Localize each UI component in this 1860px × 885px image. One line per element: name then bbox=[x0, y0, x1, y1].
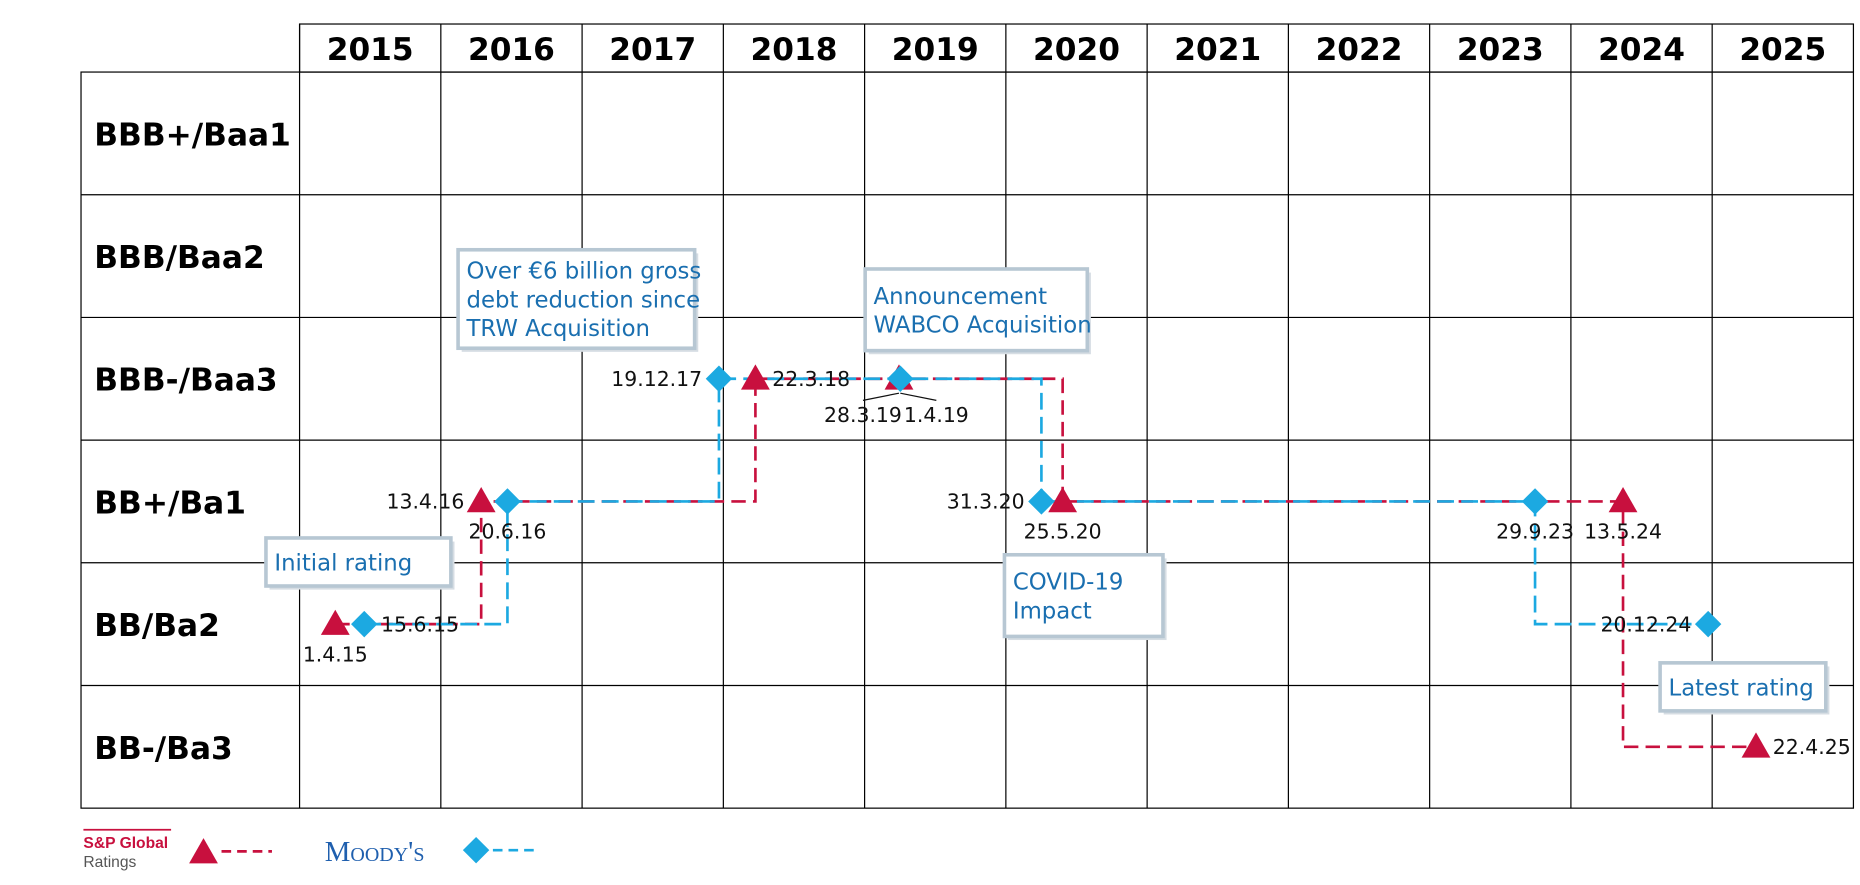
callout-text: WABCO Acquisition bbox=[874, 313, 1092, 339]
diamond-marker bbox=[1521, 488, 1549, 515]
year-label: 2022 bbox=[1316, 32, 1403, 68]
legend-marker bbox=[189, 838, 218, 864]
legend-subname: Ratings bbox=[83, 854, 136, 871]
callout-text: Initial rating bbox=[274, 550, 412, 576]
legend-marker bbox=[462, 836, 490, 864]
callout-box bbox=[456, 247, 697, 351]
date-label: 13.4.16 bbox=[386, 490, 464, 514]
date-label: 31.3.20 bbox=[947, 490, 1025, 514]
date-label: 19.12.17 bbox=[611, 367, 702, 391]
date-label: 15.6.15 bbox=[381, 612, 459, 636]
diamond-marker bbox=[351, 610, 378, 638]
date-label: 1.4.19 bbox=[904, 403, 969, 427]
date-label: 28.3.19 bbox=[824, 403, 902, 427]
year-label: 2017 bbox=[609, 32, 696, 68]
year-label: 2020 bbox=[1033, 32, 1120, 68]
triangle-marker bbox=[1608, 487, 1638, 513]
callout-text: Latest rating bbox=[1669, 675, 1814, 701]
year-label: 2025 bbox=[1739, 32, 1826, 68]
callout-box bbox=[264, 536, 453, 588]
rating-label: BBB/Baa2 bbox=[94, 240, 264, 276]
year-label: 2023 bbox=[1457, 32, 1544, 68]
date-label: 22.4.25 bbox=[1773, 735, 1851, 759]
leader-line bbox=[900, 392, 937, 401]
triangle-marker bbox=[320, 609, 350, 635]
callout-text: debt reduction since bbox=[466, 287, 700, 313]
legend-name: S&P Global bbox=[83, 835, 168, 852]
callout-box bbox=[1002, 552, 1165, 639]
rating-label: BB-/Ba3 bbox=[94, 731, 233, 767]
callout-box bbox=[1658, 661, 1828, 713]
leader-line bbox=[862, 392, 900, 401]
callout-text: Announcement bbox=[874, 284, 1048, 310]
date-label: 20.12.24 bbox=[1600, 612, 1691, 636]
callout-text: Over €6 billion gross bbox=[466, 259, 701, 285]
date-label: 20.6.16 bbox=[468, 520, 546, 544]
triangle-marker bbox=[1048, 487, 1078, 513]
rating-label: BBB+/Baa1 bbox=[94, 117, 291, 153]
date-label: 13.5.24 bbox=[1584, 520, 1662, 544]
triangle-marker bbox=[1741, 732, 1771, 758]
date-label: 25.5.20 bbox=[1024, 520, 1102, 544]
diamond-marker bbox=[494, 488, 521, 515]
year-label: 2016 bbox=[468, 32, 555, 68]
callout-text: TRW Acquisition bbox=[465, 316, 649, 342]
year-label: 2015 bbox=[327, 32, 414, 68]
triangle-marker bbox=[741, 364, 770, 390]
callout-text: Impact bbox=[1013, 598, 1092, 624]
rating-label: BB+/Ba1 bbox=[94, 485, 246, 521]
year-label: 2021 bbox=[1174, 32, 1261, 68]
rating-label: BBB-/Baa3 bbox=[94, 363, 277, 399]
date-label: 22.3.18 bbox=[772, 367, 850, 391]
callout-text: COVID-19 bbox=[1013, 570, 1124, 596]
date-label: 29.9.23 bbox=[1496, 520, 1574, 544]
year-label: 2019 bbox=[892, 32, 979, 68]
rating-label: BB/Ba2 bbox=[94, 608, 220, 644]
diamond-marker bbox=[705, 365, 733, 392]
date-label: 1.4.15 bbox=[303, 642, 368, 666]
legend-name: Moody's bbox=[325, 836, 425, 868]
diamond-marker bbox=[1028, 488, 1055, 515]
diamond-marker bbox=[887, 365, 914, 392]
triangle-marker bbox=[466, 487, 496, 513]
year-label: 2018 bbox=[751, 32, 838, 68]
diamond-marker bbox=[1694, 610, 1722, 638]
callout-box bbox=[863, 267, 1090, 353]
year-label: 2024 bbox=[1598, 32, 1685, 68]
